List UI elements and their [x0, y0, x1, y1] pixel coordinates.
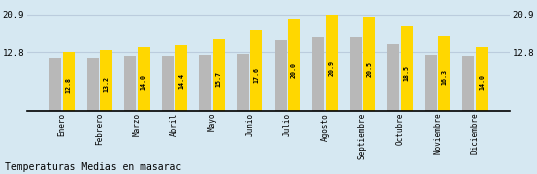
Text: Temperaturas Medias en masarac: Temperaturas Medias en masarac — [5, 162, 182, 172]
Bar — [350, 37, 362, 111]
Bar — [124, 56, 136, 111]
Text: 13.2: 13.2 — [103, 76, 109, 92]
Bar — [250, 30, 263, 111]
Bar — [62, 52, 75, 111]
Text: 20.0: 20.0 — [291, 62, 297, 78]
Bar — [476, 47, 488, 111]
Bar — [237, 54, 249, 111]
Bar — [199, 55, 212, 111]
Bar — [401, 26, 413, 111]
Text: 16.3: 16.3 — [441, 69, 447, 85]
Text: 15.7: 15.7 — [216, 71, 222, 87]
Text: 14.0: 14.0 — [141, 74, 147, 90]
Bar — [86, 58, 99, 111]
Bar — [363, 17, 375, 111]
Bar — [175, 45, 187, 111]
Text: 18.5: 18.5 — [404, 65, 410, 81]
Bar — [137, 47, 150, 111]
Bar — [288, 19, 300, 111]
Bar — [312, 37, 324, 111]
Text: 12.8: 12.8 — [66, 77, 71, 93]
Text: 17.6: 17.6 — [253, 67, 259, 83]
Bar — [425, 55, 437, 111]
Bar — [274, 40, 287, 111]
Bar — [100, 50, 112, 111]
Bar — [213, 39, 225, 111]
Bar — [49, 58, 61, 111]
Text: 20.9: 20.9 — [329, 60, 335, 76]
Text: 14.0: 14.0 — [479, 74, 485, 90]
Text: 20.5: 20.5 — [366, 61, 372, 77]
Text: 14.4: 14.4 — [178, 73, 184, 89]
Bar — [162, 56, 174, 111]
Bar — [325, 15, 338, 111]
Bar — [438, 36, 451, 111]
Bar — [462, 56, 475, 111]
Bar — [387, 44, 400, 111]
